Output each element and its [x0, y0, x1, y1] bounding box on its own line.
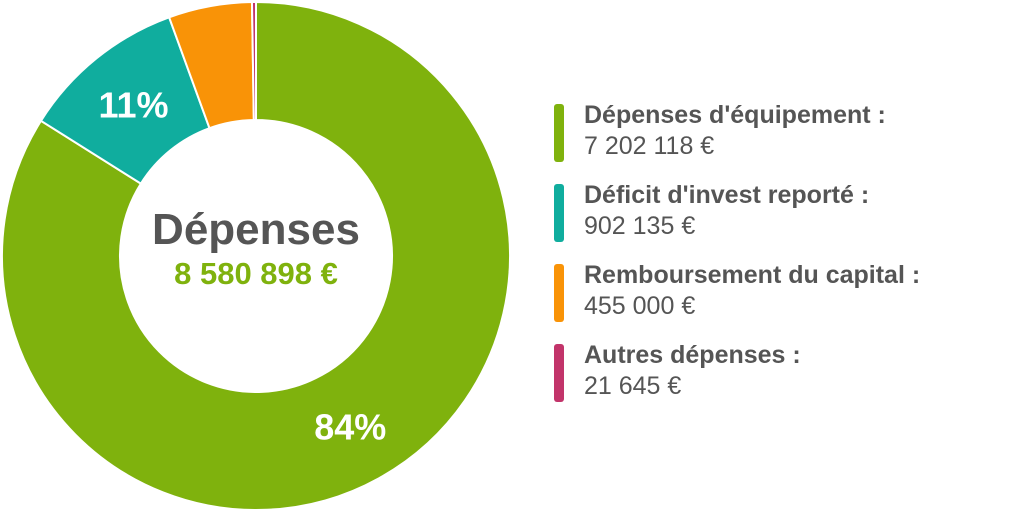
donut-slice — [1, 0, 511, 511]
slice-percent-label: 11% — [98, 84, 168, 125]
legend-item: Autres dépenses : 21 645 € — [554, 340, 1014, 402]
chart-legend: Dépenses d'équipement : 7 202 118 € Défi… — [554, 100, 1014, 420]
legend-value: 21 645 € — [584, 372, 682, 400]
legend-swatch — [554, 344, 564, 402]
legend-swatch — [554, 184, 564, 242]
percent-labels: 84% 11% — [98, 84, 386, 447]
slice-percent-label: 84% — [314, 407, 386, 448]
legend-label: Remboursement du capital : — [584, 261, 921, 289]
legend-label: Autres dépenses : — [584, 341, 801, 369]
chart-title: Dépenses — [152, 205, 360, 254]
chart-total: 8 580 898 € — [174, 256, 338, 291]
donut-slices — [1, 0, 511, 511]
legend-value: 455 000 € — [584, 292, 696, 320]
legend-swatch — [554, 264, 564, 322]
legend-item: Remboursement du capital : 455 000 € — [554, 260, 1014, 322]
donut-slice — [250, 0, 257, 122]
legend-item: Dépenses d'équipement : 7 202 118 € — [554, 100, 1014, 162]
legend-label: Dépenses d'équipement : — [584, 101, 886, 129]
legend-value: 902 135 € — [584, 212, 696, 240]
donut-chart: 84% 11% Dépenses 8 580 898 € — [1, 0, 511, 511]
legend-label: Déficit d'invest reporté : — [584, 181, 870, 209]
legend-value: 7 202 118 € — [584, 132, 715, 160]
legend-item: Déficit d'invest reporté : 902 135 € — [554, 180, 1014, 242]
legend-swatch — [554, 104, 564, 162]
